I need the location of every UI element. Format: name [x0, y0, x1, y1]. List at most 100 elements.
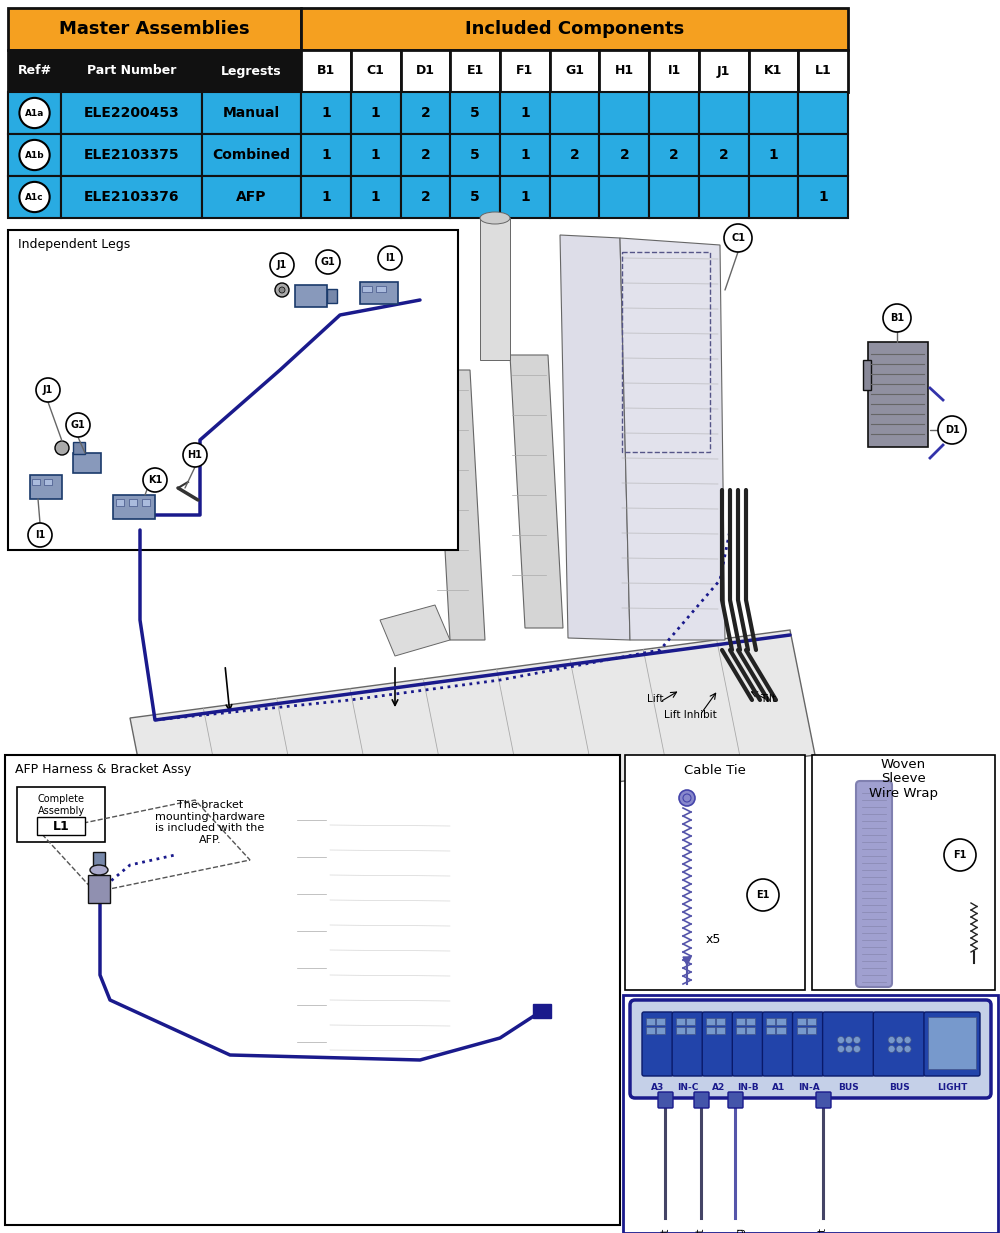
Bar [8, 7, 301, 51]
Bar [625, 755, 805, 990]
Text: 1: 1 [818, 190, 828, 203]
Text: 1: 1 [520, 190, 530, 203]
Bar [746, 1027, 755, 1034]
Bar [649, 92, 699, 134]
Bar [351, 51, 401, 92]
Text: E1: E1 [467, 64, 484, 78]
Circle shape [938, 416, 966, 444]
Text: AFP Harness & Bracket Assy: AFP Harness & Bracket Assy [15, 763, 191, 776]
FancyBboxPatch shape [672, 1012, 703, 1076]
Text: A1a: A1a [25, 109, 44, 117]
Text: Master Assemblies: Master Assemblies [59, 20, 250, 38]
FancyBboxPatch shape [732, 1012, 763, 1076]
Bar [699, 176, 749, 218]
Bar [17, 787, 105, 842]
Bar [649, 134, 699, 176]
Text: 1: 1 [321, 148, 331, 162]
Text: L1: L1 [815, 64, 832, 78]
Bar [360, 282, 398, 305]
Text: Included Components: Included Components [465, 20, 684, 38]
Bar [798, 92, 848, 134]
Circle shape [724, 224, 752, 252]
Text: 1: 1 [769, 148, 778, 162]
Bar [622, 252, 710, 453]
Polygon shape [328, 800, 458, 1078]
Bar [500, 92, 550, 134]
Bar [798, 134, 848, 176]
Text: Lift: Lift [647, 694, 663, 704]
Text: I1: I1 [35, 530, 45, 540]
Bar [5, 755, 620, 1226]
Text: J1: J1 [717, 64, 730, 78]
Text: Woven
Sleeve
Wire Wrap: Woven Sleeve Wire Wrap [869, 757, 938, 800]
Text: A3: A3 [651, 1083, 665, 1091]
Text: Tilt: Tilt [760, 694, 776, 704]
Bar [706, 1018, 715, 1025]
Bar [736, 1018, 745, 1025]
Bar [699, 134, 749, 176]
Text: C1: C1 [731, 233, 745, 243]
Bar [61, 176, 202, 218]
Text: Lift: Lift [660, 1228, 670, 1233]
Text: D1: D1 [945, 425, 959, 435]
Bar [376, 286, 386, 292]
Text: 2: 2 [669, 148, 679, 162]
FancyBboxPatch shape [873, 1012, 925, 1076]
Bar [500, 134, 550, 176]
Text: 1: 1 [520, 106, 530, 120]
Text: F1: F1 [953, 850, 967, 859]
Bar [202, 134, 301, 176]
Bar [61, 51, 202, 92]
Bar [401, 176, 450, 218]
Circle shape [747, 879, 779, 911]
Text: J1: J1 [43, 385, 53, 395]
Bar [736, 1027, 745, 1034]
Text: G1: G1 [321, 256, 335, 268]
Circle shape [837, 1046, 844, 1053]
Bar [676, 1018, 685, 1025]
Bar [656, 1027, 665, 1034]
FancyBboxPatch shape [658, 1092, 673, 1108]
Bar [550, 134, 599, 176]
Bar [450, 176, 500, 218]
Circle shape [904, 1037, 911, 1043]
Circle shape [944, 838, 976, 870]
Bar [301, 134, 351, 176]
Text: A1: A1 [772, 1083, 785, 1091]
Polygon shape [130, 630, 815, 845]
Bar [500, 51, 550, 92]
Bar [327, 289, 337, 303]
Circle shape [279, 287, 285, 293]
Bar [295, 285, 327, 307]
Polygon shape [435, 370, 485, 640]
Bar [202, 92, 301, 134]
Text: A1c: A1c [25, 192, 44, 201]
Text: E1: E1 [756, 890, 770, 900]
Bar [113, 494, 155, 519]
Text: 5: 5 [470, 148, 480, 162]
Text: Part Number: Part Number [87, 64, 176, 78]
Bar [766, 1027, 775, 1034]
Circle shape [853, 1046, 860, 1053]
Text: AFP: AFP [236, 190, 267, 203]
Text: LIGHT: LIGHT [937, 1083, 968, 1091]
Text: 2: 2 [421, 106, 430, 120]
FancyBboxPatch shape [924, 1012, 980, 1076]
Text: K1: K1 [148, 475, 162, 485]
Bar [450, 134, 500, 176]
Circle shape [55, 441, 69, 455]
Bar [533, 1004, 551, 1018]
Polygon shape [510, 355, 563, 628]
Text: 2: 2 [421, 190, 430, 203]
Circle shape [275, 284, 289, 297]
Bar [450, 92, 500, 134]
Bar [716, 1027, 725, 1034]
Polygon shape [560, 236, 630, 640]
Polygon shape [380, 605, 450, 656]
Text: I1: I1 [385, 253, 395, 263]
Bar [129, 499, 137, 506]
Bar [401, 134, 450, 176]
Circle shape [845, 1046, 852, 1053]
Text: The bracket
mounting hardware
is included with the
AFP.: The bracket mounting hardware is include… [155, 800, 265, 845]
Bar [812, 755, 995, 990]
